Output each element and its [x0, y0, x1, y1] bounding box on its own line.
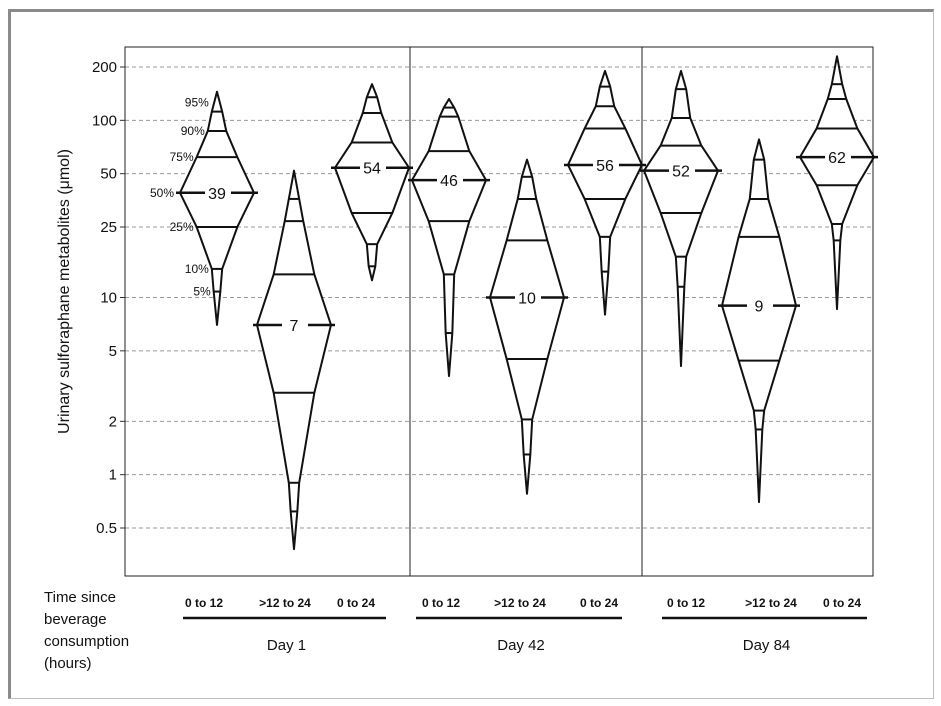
median-value-label: 62 [828, 150, 846, 167]
y-axis-label: Urinary sulforaphane metabolites (μmol) [56, 149, 73, 434]
violin-1-3: 54 [331, 83, 413, 282]
median-value-label: 54 [363, 161, 381, 178]
category-label: 0 to 24 [337, 596, 375, 610]
median-value-label: 10 [518, 291, 536, 308]
category-label: 0 to 12 [422, 596, 460, 610]
median-value-label: 56 [596, 158, 614, 175]
percentile-label: 25% [170, 220, 194, 234]
y-tick-label: 1 [109, 467, 117, 484]
percentile-label: 50% [150, 186, 174, 200]
violin-outline [179, 90, 255, 326]
y-tick-label: 100 [92, 112, 117, 129]
violin-outline [334, 83, 410, 282]
violin-3-3: 62 [796, 55, 878, 311]
violin-3-2: 9 [718, 138, 800, 504]
violin-outline [799, 55, 875, 311]
category-label: 0 to 12 [667, 596, 705, 610]
violin-outline [567, 69, 643, 316]
y-tick-label: 5 [109, 343, 117, 360]
x-axis-title-line: beverage [44, 611, 107, 628]
violin-1-1: 39 [176, 90, 258, 326]
percentile-label: 95% [185, 96, 209, 110]
median-value-label: 9 [755, 299, 764, 316]
y-tick-label: 2 [109, 413, 117, 430]
median-value-label: 46 [440, 173, 458, 190]
median-value-label: 39 [208, 186, 226, 203]
violin-outline [256, 169, 332, 551]
y-tick-label: 50 [100, 166, 117, 183]
violin-3-1: 52 [640, 69, 722, 368]
y-tick-label: 200 [92, 59, 117, 76]
x-axis-title-line: (hours) [44, 655, 92, 672]
violin-outline [489, 158, 565, 495]
x-axis-title-line: consumption [44, 633, 129, 650]
x-axis-title-line: Time since [44, 589, 116, 606]
plot-axes [120, 46, 874, 577]
percentile-label: 75% [170, 150, 194, 164]
violin-2-2: 10 [486, 158, 568, 495]
violin-2-1: 46 [408, 97, 490, 378]
median-value-label: 7 [290, 318, 299, 335]
category-label: 0 to 24 [580, 596, 618, 610]
x-category-labels: 0 to 12 >12 to 24 0 to 24 Day 1 0 to 12 >12 t… [44, 589, 867, 672]
violin-outline [411, 97, 487, 378]
category-label: 0 to 24 [823, 596, 861, 610]
violin-2-3: 56 [564, 69, 646, 316]
violin-1-2: 7 [253, 169, 335, 551]
violin-outline [643, 69, 719, 368]
y-tick-label: 10 [100, 290, 117, 307]
median-value-label: 52 [672, 164, 690, 181]
y-tick-label: 25 [100, 219, 117, 236]
violin-outline [721, 138, 797, 504]
day-label: Day 42 [497, 637, 545, 654]
y-tick-label: 0.5 [96, 520, 117, 537]
day-label: Day 84 [743, 637, 791, 654]
percentile-label: 5% [193, 285, 211, 299]
plot-frame [124, 46, 874, 577]
percentile-label: 90% [181, 124, 205, 138]
violins: 39 7 54 46 10 56 52 9 62 [176, 55, 878, 551]
day-label: Day 1 [267, 637, 306, 654]
category-label: >12 to 24 [259, 596, 311, 610]
category-label: >12 to 24 [494, 596, 546, 610]
percentile-label: 10% [185, 262, 209, 276]
category-label: >12 to 24 [745, 596, 797, 610]
category-label: 0 to 12 [185, 596, 223, 610]
